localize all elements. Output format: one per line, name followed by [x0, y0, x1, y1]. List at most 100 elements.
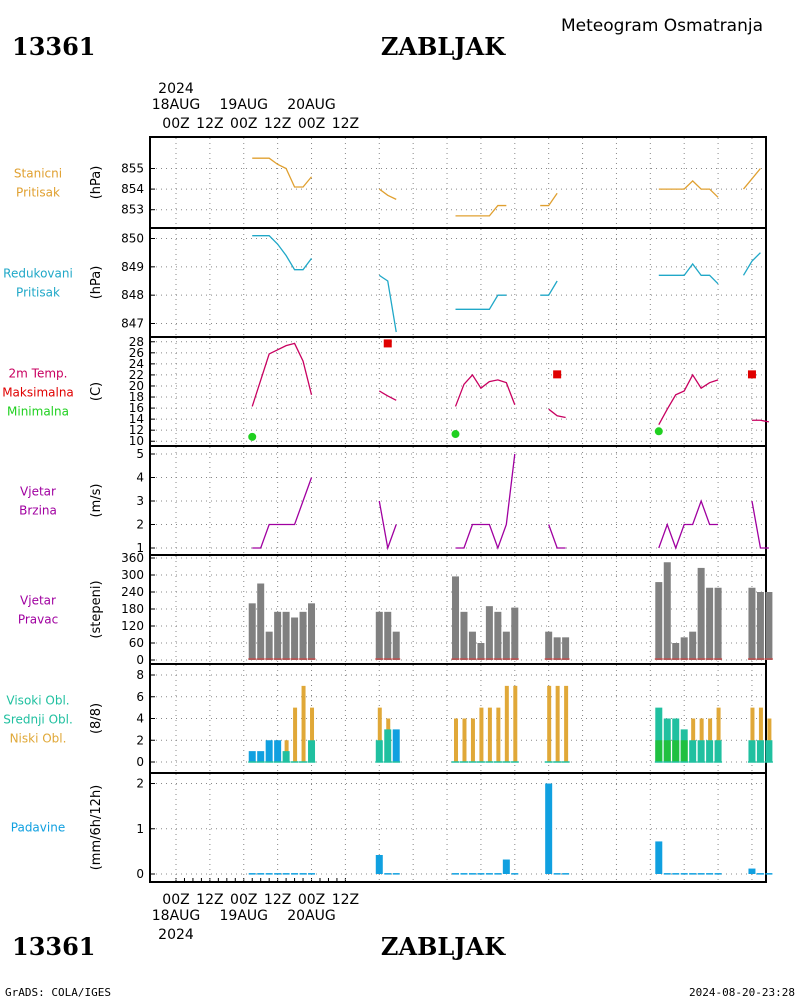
wind-direction-bar	[392, 631, 400, 660]
bottom-hour-label: 00Z	[230, 892, 257, 908]
y-tick-label: 60	[129, 636, 144, 650]
precip-bar	[756, 873, 764, 875]
y-tick-label: 8	[136, 668, 144, 682]
y-tick-label: 847	[121, 317, 144, 331]
y-tick-label: 4	[136, 471, 144, 485]
y-tick-label: 4	[136, 712, 144, 726]
cloud-mid-bar	[706, 740, 714, 762]
precip-bar	[502, 859, 510, 874]
y-tick-label: 360	[121, 551, 144, 565]
y-tick-label: 180	[121, 602, 144, 616]
y-tick-label: 3	[136, 494, 144, 508]
panel-wind_direction: 0 60 120 180 240 300 360 (stepeni) Vjetar Pravac	[18, 551, 773, 667]
cloud-low-bar	[496, 707, 501, 762]
series-line	[742, 252, 761, 276]
panel-frame	[149, 445, 767, 556]
y-tick-label: 6	[136, 690, 144, 704]
cloud-mid-bar	[663, 740, 671, 762]
top-hour-label: 12Z	[196, 116, 223, 132]
y-tick-label: 855	[121, 161, 144, 175]
cloud-low-bar	[555, 685, 560, 762]
wind-direction-bar	[748, 587, 756, 660]
bottom-hour-label: 12Z	[332, 892, 359, 908]
panel-station_pressure: 853 854 855 (hPa) Stanicni Pritisak	[14, 136, 767, 229]
wind-direction-bar	[468, 631, 476, 660]
cloud-low-bar	[470, 718, 475, 762]
top-day-label: 19AUG	[220, 97, 269, 113]
series-line	[540, 280, 558, 296]
y-axis-label: (m/s)	[89, 484, 104, 518]
series-line	[658, 179, 719, 198]
panel-frame	[149, 227, 767, 338]
bottom-hour-label: 12Z	[264, 892, 291, 908]
wind-direction-bar	[511, 607, 519, 660]
y-tick-label: 2	[136, 777, 144, 791]
top-hour-label: 00Z	[162, 116, 189, 132]
series-line	[742, 168, 761, 190]
cloud-mid-bar	[756, 740, 764, 762]
station-id-bottom: 13361	[12, 932, 96, 961]
y-tick-label: 12	[129, 423, 144, 437]
precip-bar	[748, 868, 756, 874]
y-axis-label: (hPa)	[89, 266, 104, 300]
wind-direction-bar	[384, 611, 392, 660]
series-line	[548, 524, 566, 549]
precip-bar	[655, 841, 663, 874]
station-id-top: 13361	[12, 32, 96, 61]
panel-precipitation: 0 1 2 (mm/6h/12h) Padavine	[11, 772, 773, 883]
station-name-bottom: ZABLJAK	[381, 932, 506, 961]
series-label: 2m Temp.	[9, 367, 68, 381]
wind-direction-bar	[291, 617, 299, 660]
cloud-mid-bar	[248, 751, 256, 762]
y-tick-label: 5	[136, 447, 144, 461]
cloud-mid-bar	[748, 740, 756, 762]
y-tick-label: 2	[136, 733, 144, 747]
precip-bar	[460, 873, 468, 875]
series-label: Pritisak	[16, 286, 60, 300]
precip-bar	[714, 873, 722, 875]
wind-direction-bar	[545, 631, 553, 660]
cloud-mid-bar	[384, 729, 392, 762]
top-hour-label: 12Z	[264, 116, 291, 132]
precip-bar	[265, 873, 273, 875]
cloud-mid-bar	[689, 740, 697, 762]
precip-bar	[452, 873, 460, 875]
precip-bar	[248, 873, 256, 875]
series-label: Vjetar	[20, 485, 56, 499]
y-tick-label: 22	[129, 368, 144, 382]
wind-direction-bar	[756, 592, 764, 660]
cloud-mid-bar	[680, 740, 688, 762]
y-tick-label: 853	[121, 203, 144, 217]
wind-direction-bar	[689, 631, 697, 660]
wind-direction-bar	[299, 611, 307, 660]
wind-direction-bar	[452, 576, 460, 660]
y-tick-label: 14	[129, 412, 144, 426]
wind-direction-bar	[460, 611, 468, 660]
precip-bar	[274, 873, 282, 875]
bottom-day-label: 19AUG	[220, 908, 269, 924]
y-tick-label: 240	[121, 585, 144, 599]
wind-direction-bar	[663, 562, 671, 660]
y-tick-label: 850	[121, 232, 144, 246]
cloud-mid-bar	[672, 740, 680, 762]
y-tick-label: 26	[129, 346, 144, 360]
cloud-mid-bar	[308, 740, 316, 762]
cloud-high-bar	[655, 707, 663, 762]
wind-direction-bar	[765, 592, 773, 660]
series-label: Maksimalna	[2, 386, 74, 400]
panel-frame	[149, 136, 767, 229]
wind-direction-bar	[553, 637, 561, 660]
cloud-mid-bar	[257, 751, 265, 762]
cloud-low-bar	[750, 707, 755, 762]
precip-bar	[672, 873, 680, 875]
y-tick-label: 20	[129, 379, 144, 393]
wind-direction-bar	[308, 603, 316, 660]
series-label: Pritisak	[16, 186, 60, 200]
y-tick-label: 854	[121, 182, 144, 196]
cloud-mid-bar	[765, 740, 773, 762]
footer-right: 2024-08-20-23:28	[689, 986, 795, 999]
series-line	[378, 188, 397, 200]
cloud-low-bar	[454, 718, 459, 762]
cloud-low-bar	[377, 707, 382, 762]
precip-bar	[485, 873, 493, 875]
